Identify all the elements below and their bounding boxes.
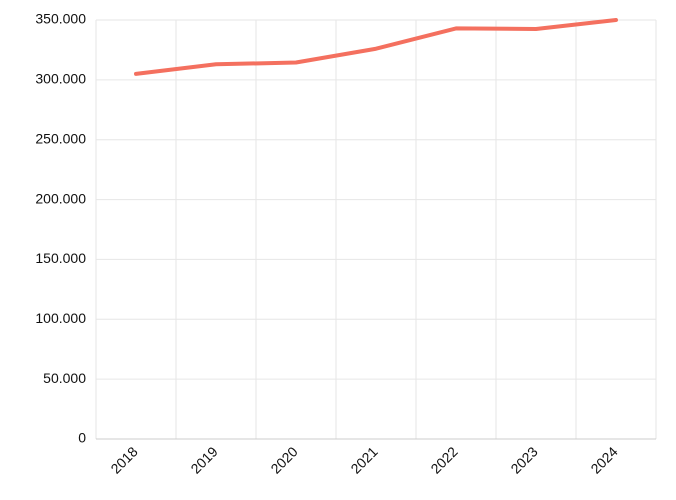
y-tick-label: 200.000: [35, 190, 86, 206]
y-tick-label: 250.000: [35, 130, 86, 146]
y-tick-label: 150.000: [35, 250, 86, 266]
x-tick-label: 2023: [507, 443, 540, 476]
y-tick-label: 50.000: [43, 370, 86, 386]
y-tick-label: 300.000: [35, 71, 86, 87]
x-tick-label: 2020: [267, 443, 300, 476]
x-tick-label: 2022: [427, 443, 460, 476]
y-tick-label: 100.000: [35, 310, 86, 326]
x-tick-label: 2019: [187, 443, 220, 476]
line: [134, 18, 618, 76]
x-tick-label: 2024: [587, 443, 620, 476]
y-tick-label: 0: [78, 430, 86, 446]
y-tick-label: 350.000: [35, 11, 86, 27]
x-tick-label: 2021: [347, 443, 380, 476]
x-tick-label: 2018: [107, 443, 140, 476]
